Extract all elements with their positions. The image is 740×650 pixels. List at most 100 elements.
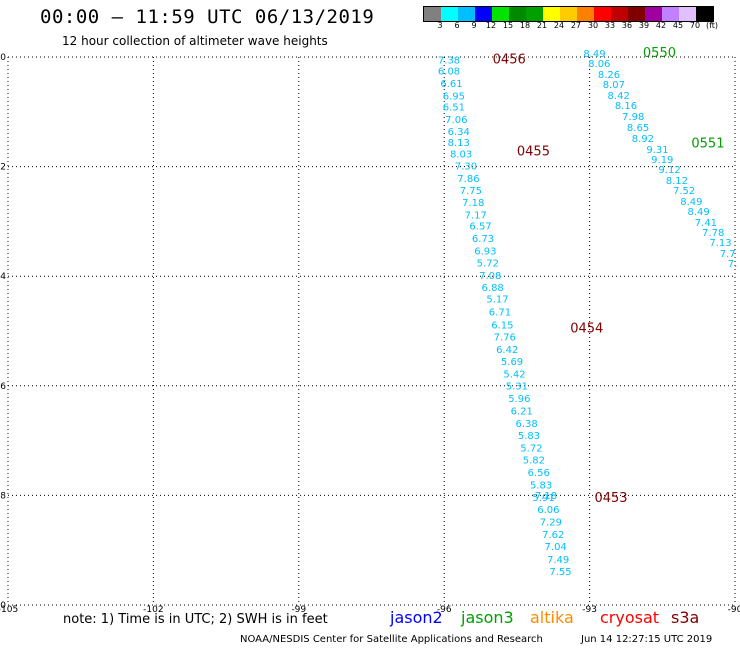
swh-value-label: 5.83 bbox=[518, 431, 540, 442]
colorbar-swatch bbox=[679, 7, 696, 21]
colorbar-tick-label: 6 bbox=[454, 21, 460, 30]
swh-value-label: 7.18 bbox=[535, 491, 557, 502]
swh-value-label: 8.12 bbox=[666, 176, 688, 187]
swh-value-label: 7.17 bbox=[465, 211, 487, 222]
legend-item-jason3: jason3 bbox=[461, 608, 514, 627]
lon-tick-label: -105 bbox=[0, 605, 18, 615]
swh-value-label: 6.71 bbox=[489, 308, 511, 319]
swh-value-label: 6.57 bbox=[469, 222, 491, 233]
swh-value-label: 7.49 bbox=[547, 555, 569, 566]
swh-value-label: 6.08 bbox=[438, 67, 460, 78]
lat-tick-label: -42 bbox=[0, 163, 6, 173]
footer-timestamp: Jun 14 12:27:15 UTC 2019 bbox=[581, 634, 713, 645]
pass-time-label: 0453 bbox=[594, 491, 627, 506]
colorbar-swatch bbox=[441, 7, 458, 21]
colorbar-tick-labels: 3 6 9 12 15 18 21 24 27 30 33 36 39 42 45 70 (ft) bbox=[423, 21, 740, 33]
colorbar-swatch bbox=[492, 7, 509, 21]
pass-time-label: 0551 bbox=[691, 136, 724, 151]
swh-value-label: 5.82 bbox=[523, 456, 545, 467]
swh-value-label: 7.08 bbox=[479, 271, 501, 282]
swh-value-label: 7.18 bbox=[462, 198, 484, 209]
swh-value-label: 9.31 bbox=[646, 145, 668, 156]
lat-tick-label: -50 bbox=[0, 601, 6, 611]
lon-tick-label: -96 bbox=[437, 605, 452, 615]
swh-value-label: 5.42 bbox=[503, 370, 525, 381]
footer-note: note: 1) Time is in UTC; 2) SWH is in fe… bbox=[63, 612, 328, 627]
swh-value-label: 8.49 bbox=[583, 49, 605, 60]
colorbar-swatch bbox=[424, 7, 441, 21]
colorbar-tick-label: 30 bbox=[587, 21, 599, 30]
swh-value-label: 5.83 bbox=[530, 480, 552, 491]
swh-value-label: 8.26 bbox=[598, 70, 620, 81]
colorbar-swatch bbox=[560, 7, 577, 21]
colorbar-tick-label: 18 bbox=[519, 21, 531, 30]
page-title: 00:00 — 11:59 UTC 06/13/2019 bbox=[40, 6, 375, 28]
swh-value-label: 6.73 bbox=[472, 234, 494, 245]
swh-value-label: 5.31 bbox=[506, 382, 528, 393]
colorbar-tick-label: 70 bbox=[689, 21, 701, 30]
swh-value-label: 5.17 bbox=[486, 295, 508, 306]
swh-value-label: 7.38 bbox=[438, 56, 460, 67]
swh-value-label: 6.93 bbox=[474, 246, 496, 257]
swh-value-label: 5.69 bbox=[501, 357, 523, 368]
swh-value-label: 8.03 bbox=[450, 149, 472, 160]
colorbar-swatch bbox=[662, 7, 679, 21]
lat-tick-label: -44 bbox=[0, 272, 6, 282]
colorbar-tick-label: 9 bbox=[471, 21, 477, 30]
colorbar-swatch bbox=[543, 7, 560, 21]
swh-value-label: 7. bbox=[728, 259, 738, 270]
colorbar-swatch bbox=[696, 7, 713, 21]
swh-value-label: 7.62 bbox=[542, 530, 564, 541]
legend-item-jason2: jason2 bbox=[390, 608, 443, 627]
swh-value-label: 5.72 bbox=[520, 444, 542, 455]
lon-tick-label: -102 bbox=[143, 605, 163, 615]
colorbar-tick-label: 24 bbox=[553, 21, 565, 30]
pass-time-label: 0550 bbox=[643, 46, 676, 61]
lat-tick-label: -46 bbox=[0, 382, 6, 392]
swh-value-label: 8.06 bbox=[588, 59, 610, 70]
colorbar-tick-label: 42 bbox=[655, 21, 667, 30]
swh-value-label: 8.92 bbox=[632, 134, 654, 145]
swh-value-label: 6.95 bbox=[443, 92, 465, 103]
swh-value-label: 7.76 bbox=[494, 332, 516, 343]
lat-tick-label: -48 bbox=[0, 491, 6, 501]
swh-value-label: 7.78 bbox=[702, 228, 724, 239]
legend-item-cryosat: cryosat bbox=[600, 608, 660, 627]
swh-value-label: 7.04 bbox=[545, 542, 567, 553]
swh-value-label: 7.41 bbox=[695, 218, 717, 229]
swh-value-label: 8.65 bbox=[627, 123, 649, 134]
lon-tick-label: -93 bbox=[582, 605, 597, 615]
colorbar-swatch bbox=[509, 7, 526, 21]
colorbar-swatch bbox=[475, 7, 492, 21]
colorbar-tick-label: 12 bbox=[485, 21, 497, 30]
wave-height-colorbar bbox=[423, 6, 714, 22]
colorbar-tick-label: 21 bbox=[536, 21, 548, 30]
swh-value-label: 8.49 bbox=[680, 197, 702, 208]
pass-time-label: 0455 bbox=[517, 145, 550, 160]
swh-value-label: 9.19 bbox=[651, 155, 673, 166]
swh-value-label: 6.06 bbox=[537, 505, 559, 516]
swh-value-label: 7.55 bbox=[549, 567, 571, 578]
colorbar-tick-label: 33 bbox=[604, 21, 616, 30]
swh-value-label: 7.75 bbox=[460, 186, 482, 197]
swh-value-label: 6.61 bbox=[440, 79, 462, 90]
swh-value-label: 6.56 bbox=[528, 468, 550, 479]
swh-value-label: 7.7 bbox=[720, 249, 736, 260]
swh-value-label: 6.51 bbox=[443, 103, 465, 114]
swh-value-label: 8.13 bbox=[448, 138, 470, 149]
lon-tick-label: -99 bbox=[291, 605, 306, 615]
swh-value-label: 6.38 bbox=[515, 419, 537, 430]
colorbar-swatch bbox=[577, 7, 594, 21]
swh-value-label: 7.52 bbox=[673, 186, 695, 197]
lon-tick-label: -90 bbox=[728, 605, 740, 615]
swh-value-label: 7.98 bbox=[622, 112, 644, 123]
pass-time-label: 0456 bbox=[493, 53, 526, 68]
swh-value-label: 6.42 bbox=[496, 345, 518, 356]
colorbar-tick-label: 15 bbox=[502, 21, 514, 30]
colorbar-tick-label: 36 bbox=[621, 21, 633, 30]
swh-value-label: 6.34 bbox=[448, 127, 470, 138]
swh-value-label: 6.88 bbox=[482, 283, 504, 294]
swh-value-label: 5.91 bbox=[532, 493, 554, 504]
